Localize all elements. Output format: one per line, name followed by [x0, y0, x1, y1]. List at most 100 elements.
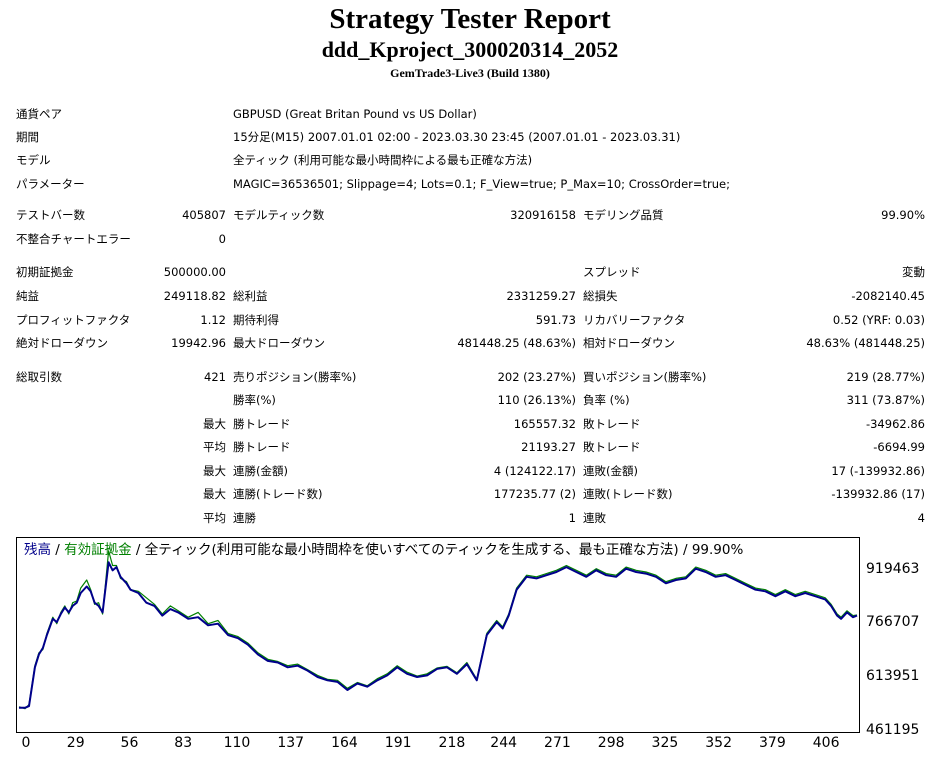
largest-loss-value: -34962.86	[865, 417, 925, 431]
max-consec-loss-count-value: -139932.86 (17)	[831, 487, 925, 501]
y-tick-label: 613951	[866, 668, 920, 684]
x-tick-label: 29	[66, 735, 85, 751]
gross-profit-label: 総利益	[233, 289, 268, 303]
rel-dd-label: 相対ドローダウン	[583, 336, 675, 350]
max-consec-count-prefix: 最大	[203, 487, 226, 501]
long-label: 買いポジション(勝率%)	[583, 370, 707, 384]
balance-line	[19, 561, 858, 709]
x-tick-label: 352	[705, 735, 732, 751]
legend-sep: /	[51, 542, 65, 558]
total-trades-value: 421	[204, 370, 226, 384]
x-tick-label: 218	[438, 735, 466, 751]
x-tick-label: 110	[223, 735, 251, 751]
largest-prefix: 最大	[203, 417, 226, 431]
gross-loss-label: 総損失	[583, 289, 618, 303]
max-consec-win-count-value: 177235.77 (2)	[493, 487, 576, 501]
short-label: 売りポジション(勝率%)	[233, 370, 357, 384]
average-prefix: 平均	[203, 440, 226, 454]
win-pct-value: 110 (26.13%)	[497, 393, 576, 407]
mismatch-value: 0	[218, 232, 226, 246]
chart-legend: 残高 / 有効証拠金 / 全ティック(利用可能な最小時間枠を使いすべてのティック…	[24, 541, 743, 559]
max-consec-money-prefix: 最大	[203, 464, 226, 478]
max-consec-loss-count-label: 連敗(トレード数)	[583, 487, 673, 501]
largest-win-label: 勝トレード	[233, 417, 291, 431]
recovery-label: リカバリーファクタ	[583, 313, 686, 327]
avg-consec-prefix: 平均	[203, 511, 226, 525]
x-tick-label: 56	[120, 735, 139, 751]
equity-line	[18, 550, 858, 710]
abs-dd-value: 19942.96	[171, 336, 226, 350]
win-pct-label: 勝率(%)	[233, 393, 276, 407]
pf-label: プロフィットファクタ	[16, 313, 131, 327]
ticks-label: モデルティック数	[233, 208, 325, 222]
x-tick-label: 298	[597, 735, 625, 751]
chart-plot	[18, 550, 858, 710]
y-tick-label: 766707	[866, 614, 920, 630]
avg-loss-value: -6694.99	[873, 440, 925, 454]
expected-value: 591.73	[535, 313, 576, 327]
legend-rest: / 全ティック(利用可能な最小時間枠を使いすべてのティックを生成する、最も正確な…	[131, 542, 744, 558]
quality-value: 99.90%	[881, 208, 925, 222]
legend-equity: 有効証拠金	[64, 542, 132, 558]
expert-name: ddd_Kproject_300020314_2052	[321, 37, 619, 62]
total-trades-label: 総取引数	[16, 370, 62, 384]
ticks-value: 320916158	[510, 208, 576, 222]
gross-loss-value: -2082140.45	[851, 289, 925, 303]
loss-pct-value: 311 (73.87%)	[846, 393, 925, 407]
y-tick-label: 919463	[866, 561, 920, 577]
x-tick-label: 83	[174, 735, 193, 751]
avg-win-label: 勝トレード	[233, 440, 291, 454]
avg-consec-win-label: 連勝	[233, 511, 256, 525]
max-consec-win-money-value: 4 (124122.17)	[493, 464, 576, 478]
params-value: MAGIC=36536501; Slippage=4; Lots=0.1; F_…	[233, 177, 731, 191]
max-consec-loss-money-label: 連敗(金額)	[583, 464, 638, 478]
x-tick-label: 191	[384, 735, 412, 751]
gross-profit-value: 2331259.27	[506, 289, 576, 303]
mismatch-label: 不整合チャートエラー	[16, 232, 131, 246]
x-tick-label: 164	[331, 735, 358, 751]
avg-consec-loss-label: 連敗	[583, 511, 606, 525]
net-value: 249118.82	[163, 289, 226, 303]
max-consec-win-money-label: 連勝(金額)	[233, 464, 288, 478]
model-label: モデル	[16, 153, 51, 167]
largest-loss-label: 敗トレード	[583, 417, 641, 431]
report-title: Strategy Tester Report	[329, 3, 611, 35]
x-tick-label: 137	[277, 735, 305, 751]
model-value: 全ティック (利用可能な最小時間枠による最も正確な方法)	[233, 153, 533, 167]
x-tick-label: 271	[544, 735, 571, 751]
spread-label: スプレッド	[583, 265, 641, 279]
avg-win-value: 21193.27	[521, 440, 576, 454]
pair-label: 通貨ペア	[16, 107, 62, 121]
y-tick-label: 461195	[866, 722, 920, 738]
server-build: GemTrade3-Live3 (Build 1380)	[390, 66, 550, 80]
x-tick-label: 325	[651, 735, 679, 751]
avg-loss-label: 敗トレード	[583, 440, 641, 454]
x-tick-label: 244	[490, 735, 518, 751]
bars-value: 405807	[182, 208, 226, 222]
abs-dd-label: 絶対ドローダウン	[16, 336, 108, 350]
period-label: 期間	[16, 130, 39, 144]
max-consec-loss-money-value: 17 (-139932.86)	[831, 464, 925, 478]
max-consec-win-count-label: 連勝(トレード数)	[233, 487, 323, 501]
params-label: パラメーター	[16, 177, 85, 191]
avg-consec-loss-value: 4	[917, 511, 925, 525]
bars-label: テストバー数	[16, 208, 85, 222]
legend-balance: 残高	[24, 542, 51, 558]
deposit-label: 初期証拠金	[16, 265, 74, 279]
expected-label: 期待利得	[233, 313, 279, 327]
period-value: 15分足(M15) 2007.01.01 02:00 - 2023.03.30 …	[233, 130, 681, 144]
recovery-value: 0.52 (YRF: 0.03)	[832, 313, 925, 327]
largest-win-value: 165557.32	[513, 417, 576, 431]
x-tick-label: 0	[21, 735, 31, 751]
spread-value: 変動	[902, 265, 925, 279]
deposit-value: 500000.00	[163, 265, 226, 279]
short-value: 202 (23.27%)	[497, 370, 576, 384]
x-tick-label: 406	[812, 735, 840, 751]
quality-label: モデリング品質	[583, 208, 664, 222]
max-dd-value: 481448.25 (48.63%)	[457, 336, 576, 350]
long-value: 219 (28.77%)	[846, 370, 925, 384]
balance-chart: 残高 / 有効証拠金 / 全ティック(利用可能な最小時間枠を使いすべてのティック…	[16, 537, 860, 733]
max-dd-label: 最大ドローダウン	[233, 336, 325, 350]
avg-consec-win-value: 1	[568, 511, 576, 525]
net-label: 純益	[16, 289, 39, 303]
